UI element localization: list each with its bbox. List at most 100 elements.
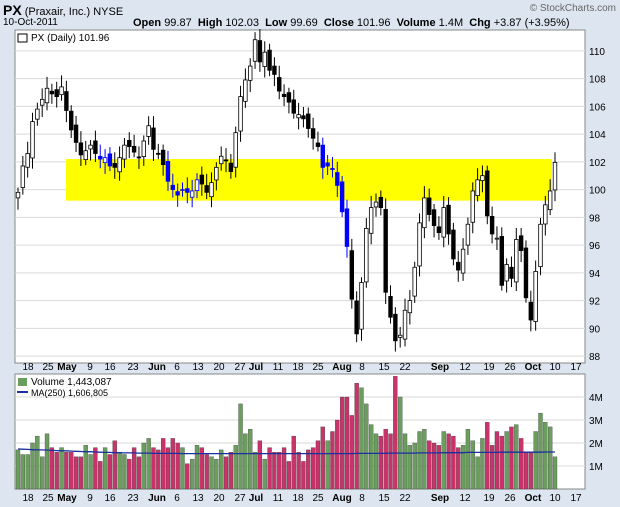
candle-body — [456, 261, 461, 271]
candle-body — [257, 40, 263, 63]
x-tick-label: 11 — [273, 362, 284, 373]
candle-body — [451, 229, 456, 260]
candle-body — [59, 86, 64, 96]
candle-body — [151, 127, 156, 150]
candle-body — [296, 114, 301, 119]
candle-body — [422, 197, 427, 229]
candle-body — [388, 296, 393, 318]
candle-body — [194, 179, 200, 192]
candle-body — [514, 239, 519, 283]
candle-body — [417, 222, 422, 267]
candle-body — [310, 128, 316, 139]
volume-bar — [533, 431, 538, 490]
volume-bar — [160, 438, 166, 490]
candle-body — [499, 236, 504, 286]
candle-body — [35, 108, 40, 120]
high-value: 102.03 — [225, 17, 260, 29]
volume-bar — [518, 438, 524, 490]
candle-body — [233, 132, 238, 168]
volume-bar — [431, 442, 437, 490]
x-tick-label: May — [57, 493, 77, 504]
volume-x-tick-labels: 18 25 May 9 16 23 Jun 6 13 20 27 Jul 11 18 25 Aug 8 15 22 S… — [22, 493, 582, 504]
candle-body — [301, 115, 306, 120]
volume-bar — [49, 447, 55, 490]
x-tick-label: Jun — [148, 362, 166, 373]
volume-bar — [30, 442, 35, 490]
volume-label: Volume — [396, 17, 436, 29]
volume-bar — [185, 463, 190, 490]
candle-body — [538, 223, 543, 268]
volume-bar — [44, 433, 50, 490]
price-tick-label: 90 — [589, 324, 601, 335]
candle-body — [383, 209, 388, 293]
volume-bar — [369, 424, 374, 490]
volume-bar — [15, 449, 21, 490]
volume-bar — [180, 447, 185, 490]
candle-body — [393, 313, 398, 342]
candle-body — [88, 144, 93, 150]
candle-body — [325, 162, 330, 167]
candle-body — [170, 184, 176, 190]
candle-body — [69, 110, 74, 131]
volume-bar — [528, 452, 533, 490]
x-tick-label: Aug — [332, 493, 351, 504]
volume-bar — [485, 422, 490, 490]
volume-bar — [98, 461, 103, 490]
candle-body — [330, 168, 335, 170]
volume-bar — [219, 449, 224, 490]
candle-body — [552, 161, 558, 191]
volume-bar — [393, 376, 398, 490]
volume-bar — [436, 445, 442, 490]
volume-bar — [112, 440, 117, 490]
candle-body — [281, 93, 287, 97]
volume-bar — [20, 454, 25, 490]
candle-body — [78, 142, 84, 156]
x-tick-label: Oct — [525, 362, 542, 373]
volume-bar — [514, 424, 519, 490]
candle-body — [248, 65, 253, 81]
x-tick-label: 8 — [359, 493, 365, 504]
volume-bar — [107, 454, 113, 490]
volume-bar — [339, 396, 345, 490]
candle-body — [291, 99, 296, 114]
volume-bar — [523, 452, 529, 490]
volume-bar — [102, 447, 108, 490]
candle-body — [354, 300, 359, 335]
candle-body — [475, 179, 480, 197]
ma250-line — [17, 448, 555, 455]
candle-body — [441, 207, 446, 238]
x-tick-label: 15 — [378, 362, 390, 373]
price-candles — [15, 29, 558, 352]
change-value: +3.87 (+3.95%) — [493, 17, 570, 29]
candle-legend-icon — [17, 33, 28, 43]
volume-bar — [388, 433, 393, 490]
candle-body — [306, 113, 311, 129]
volume-bar — [407, 445, 413, 490]
x-tick-label: 18 — [292, 362, 304, 373]
volume-bar — [504, 431, 509, 490]
volume-bar — [214, 458, 219, 490]
candle-body — [470, 190, 475, 223]
volume-bar — [131, 447, 137, 490]
volume-bar — [456, 447, 461, 490]
price-tick-label: 100 — [589, 186, 606, 197]
volume-bar — [83, 445, 88, 490]
volume-bar — [330, 431, 335, 490]
x-tick-label: 20 — [213, 362, 225, 373]
volume-bar — [243, 433, 248, 490]
volume-bar — [25, 454, 30, 490]
candle-body — [189, 190, 195, 198]
volume-bar — [480, 438, 485, 490]
x-tick-label: Jun — [148, 493, 166, 504]
candle-body — [431, 209, 437, 227]
candle-body — [107, 153, 113, 167]
volume-bar — [228, 452, 234, 490]
candle-body — [533, 271, 538, 322]
candle-body — [378, 196, 384, 209]
volume-bar — [296, 452, 301, 490]
x-tick-label: 9 — [87, 362, 93, 373]
volume-bar — [446, 433, 451, 490]
candle-body — [141, 140, 146, 158]
x-tick-label: Aug — [332, 362, 351, 373]
